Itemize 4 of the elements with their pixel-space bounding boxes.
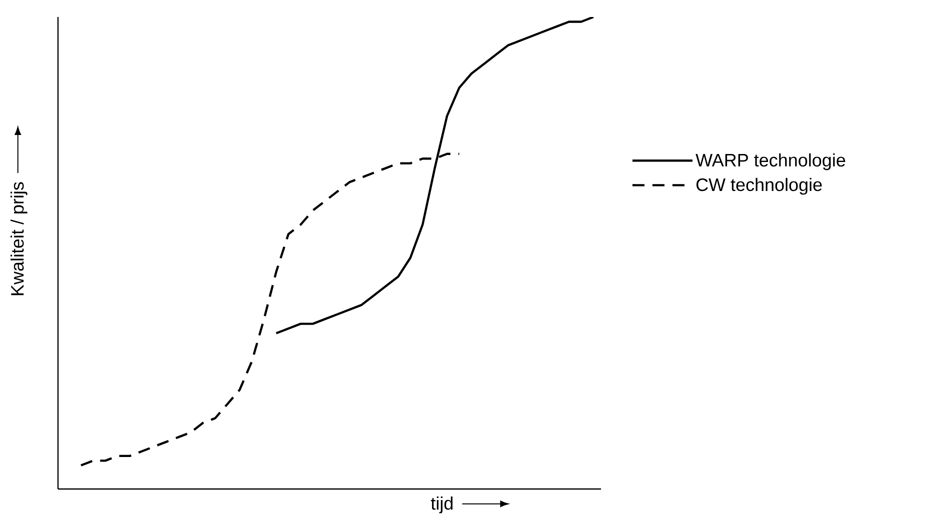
x-axis-title: tijd bbox=[430, 496, 453, 514]
legend-label: CW technologie bbox=[696, 178, 822, 195]
y-axis-title: Kwaliteit / prijs bbox=[10, 182, 28, 296]
legend-label: WARP technologie bbox=[696, 153, 846, 170]
